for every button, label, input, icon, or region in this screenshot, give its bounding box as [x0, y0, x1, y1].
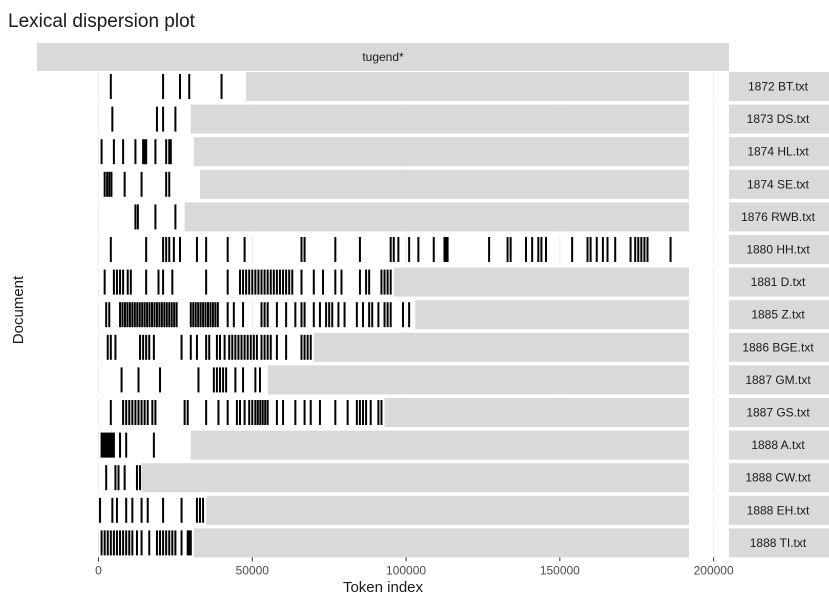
document-label-strip [729, 430, 829, 460]
document-end-region [141, 463, 690, 493]
panel-background [37, 235, 729, 264]
document-label-strip [729, 137, 829, 167]
document-label-strip [729, 300, 829, 330]
document-end-region [313, 332, 690, 362]
document-label: 1872 BT.txt [748, 80, 809, 94]
x-tick-label: 50000 [236, 563, 270, 577]
document-panel: 1885 Z.txt [37, 300, 829, 330]
document-label-strip [729, 169, 829, 199]
document-end-region [206, 495, 690, 525]
document-panel: 1876 RWB.txt [37, 202, 829, 232]
document-label: 1888 A.txt [751, 438, 805, 452]
document-label: 1888 TI.txt [750, 536, 807, 550]
x-axis-title: Token index [343, 579, 424, 595]
facet-strip-background [37, 43, 729, 71]
document-label: 1886 BGE.txt [742, 340, 814, 354]
document-end-region [200, 169, 690, 199]
x-tick-label: 0 [95, 563, 102, 577]
document-panel: 1888 A.txt [37, 430, 829, 460]
y-axis-title: Document [10, 275, 27, 344]
document-label: 1874 HL.txt [747, 145, 809, 159]
document-end-region [190, 430, 690, 460]
document-panel: 1874 SE.txt [37, 169, 829, 199]
document-end-region [384, 398, 690, 427]
x-tick-label: 100000 [386, 563, 426, 577]
document-label-strip [729, 528, 829, 558]
document-label-strip [729, 235, 829, 264]
document-panel: 1881 D.txt [37, 267, 829, 297]
document-end-region [393, 267, 690, 297]
document-label: 1885 Z.txt [751, 308, 805, 322]
document-label-strip [729, 463, 829, 493]
document-label: 1888 EH.txt [747, 503, 810, 517]
document-label-strip [729, 202, 829, 232]
document-label: 1881 D.txt [751, 275, 806, 289]
document-end-region [415, 300, 690, 330]
document-label-strip [729, 72, 829, 101]
document-end-region [193, 137, 690, 167]
document-panels: 1872 BT.txt 1873 DS.txt 1874 HL.txt 1874 SE… [37, 72, 829, 558]
document-label-strip [729, 398, 829, 427]
document-panel: 1872 BT.txt [37, 72, 829, 101]
document-label-strip [729, 365, 829, 395]
document-panel: 1888 TI.txt [37, 528, 829, 558]
x-axis: 0 50000 100000 150000 200000 [95, 557, 734, 577]
document-label: 1874 SE.txt [747, 177, 810, 191]
document-end-region [246, 72, 690, 101]
document-label: 1876 RWB.txt [741, 210, 815, 224]
document-label-strip [729, 104, 829, 134]
document-panel: 1888 CW.txt [37, 463, 829, 493]
document-label: 1873 DS.txt [747, 112, 810, 126]
document-end-region [184, 202, 690, 232]
document-panel: 1880 HH.txt [37, 235, 829, 264]
document-panel: 1873 DS.txt [37, 104, 829, 134]
document-label-strip [729, 495, 829, 525]
document-label: 1887 GM.txt [745, 373, 811, 387]
document-end-region [193, 528, 690, 558]
document-label: 1887 GS.txt [746, 406, 810, 420]
document-panel: 1886 BGE.txt [37, 332, 829, 362]
document-panel: 1874 HL.txt [37, 137, 829, 167]
x-tick-label: 200000 [694, 563, 734, 577]
document-label: 1880 HH.txt [746, 243, 810, 257]
document-panel: 1887 GS.txt [37, 398, 829, 427]
document-label-strip [729, 332, 829, 362]
facet-strip-label: tugend* [362, 50, 404, 64]
chart-title: Lexical dispersion plot [8, 11, 196, 32]
document-end-region [190, 104, 690, 134]
document-panel: 1888 EH.txt [37, 495, 829, 525]
document-end-region [267, 365, 690, 395]
document-label: 1888 CW.txt [745, 471, 811, 485]
document-panel: 1887 GM.txt [37, 365, 829, 395]
document-label-strip [729, 267, 829, 297]
x-tick-label: 150000 [540, 563, 580, 577]
